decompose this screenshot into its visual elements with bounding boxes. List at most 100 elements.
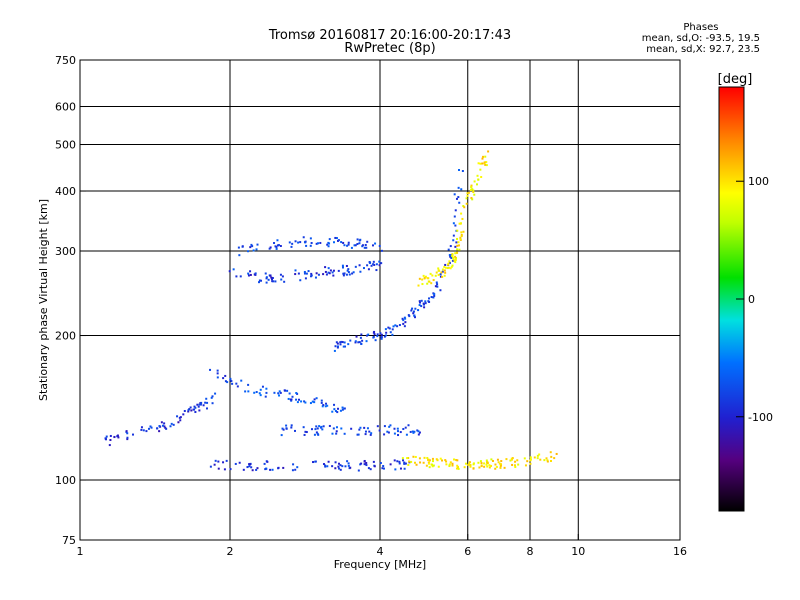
data-point	[399, 467, 402, 470]
data-point	[108, 444, 111, 447]
data-point	[456, 459, 459, 462]
data-point	[333, 403, 336, 406]
data-point	[499, 466, 502, 469]
data-point	[452, 239, 455, 242]
data-point	[314, 428, 317, 431]
data-point	[463, 206, 466, 209]
data-point	[397, 434, 400, 437]
data-point	[448, 260, 451, 263]
data-point	[373, 333, 376, 336]
data-point	[413, 316, 416, 319]
data-point	[222, 377, 225, 380]
data-point	[303, 270, 306, 273]
data-point	[216, 376, 219, 379]
data-point	[526, 460, 529, 463]
data-point	[480, 175, 483, 178]
y-tick-label: 300	[55, 245, 76, 258]
data-point	[380, 337, 383, 340]
data-point	[329, 269, 332, 272]
colorbar-label: [deg]	[718, 72, 753, 87]
data-point	[479, 460, 482, 463]
data-point	[511, 457, 514, 460]
data-point	[355, 335, 358, 338]
data-point	[321, 405, 324, 408]
data-point	[441, 459, 444, 462]
data-point	[317, 242, 320, 245]
data-point	[454, 261, 457, 264]
data-point	[383, 425, 386, 428]
data-point	[346, 269, 349, 272]
grid-lines	[80, 60, 680, 540]
data-point	[156, 427, 159, 430]
data-point	[488, 466, 491, 469]
data-point	[333, 241, 336, 244]
data-point	[331, 465, 334, 468]
data-point	[183, 409, 186, 412]
data-point	[428, 462, 431, 465]
data-point	[509, 459, 512, 462]
data-point	[392, 325, 395, 328]
data-point	[247, 272, 250, 275]
data-point	[226, 381, 229, 384]
data-point	[408, 315, 411, 318]
data-point	[269, 274, 272, 277]
data-point	[495, 465, 498, 468]
data-point	[455, 459, 458, 462]
data-point	[433, 293, 436, 296]
data-point	[283, 280, 286, 283]
x-tick-label: 16	[673, 545, 687, 558]
data-point	[418, 431, 421, 434]
y-tick-label: 200	[55, 330, 76, 343]
data-point	[344, 465, 347, 468]
data-point	[312, 461, 315, 464]
data-point	[277, 244, 280, 247]
data-point	[347, 343, 350, 346]
data-point	[288, 241, 291, 244]
data-point	[285, 427, 288, 430]
data-point	[471, 198, 474, 201]
data-point	[454, 258, 457, 261]
data-point	[169, 425, 172, 428]
data-point	[342, 272, 345, 275]
data-point	[379, 462, 382, 465]
data-point	[214, 392, 217, 395]
data-point	[258, 392, 261, 395]
data-point	[192, 408, 195, 411]
data-point	[364, 433, 367, 436]
data-point	[451, 259, 454, 262]
data-point	[206, 401, 209, 404]
data-point	[189, 406, 192, 409]
data-point	[403, 467, 406, 470]
data-point	[460, 188, 463, 191]
data-point	[292, 463, 295, 466]
data-point	[461, 170, 464, 173]
data-point	[484, 155, 487, 158]
data-point	[523, 457, 526, 460]
data-point	[352, 271, 355, 274]
data-point	[553, 457, 556, 460]
data-point	[282, 428, 285, 431]
data-point	[267, 278, 270, 281]
data-point	[500, 463, 503, 466]
data-point	[462, 230, 465, 233]
data-point	[229, 468, 232, 471]
data-point	[160, 421, 163, 424]
data-point	[363, 246, 366, 249]
data-point	[426, 456, 429, 459]
data-point	[247, 274, 250, 277]
y-axis-label: Stationary phase Virtual Height [km]	[37, 199, 50, 401]
data-point	[378, 260, 381, 263]
data-point	[503, 466, 506, 469]
y-tick-label: 400	[55, 185, 76, 198]
data-point	[365, 246, 368, 249]
data-point	[318, 425, 321, 428]
phase-stats-o-mode: mean, sd,O: -93.5, 19.5	[641, 33, 760, 44]
data-point	[381, 467, 384, 470]
data-point	[361, 244, 364, 247]
data-point	[278, 394, 281, 397]
data-point	[389, 331, 392, 334]
data-point	[187, 409, 190, 412]
data-point	[412, 455, 415, 458]
data-point	[238, 461, 241, 464]
data-point	[454, 209, 457, 212]
